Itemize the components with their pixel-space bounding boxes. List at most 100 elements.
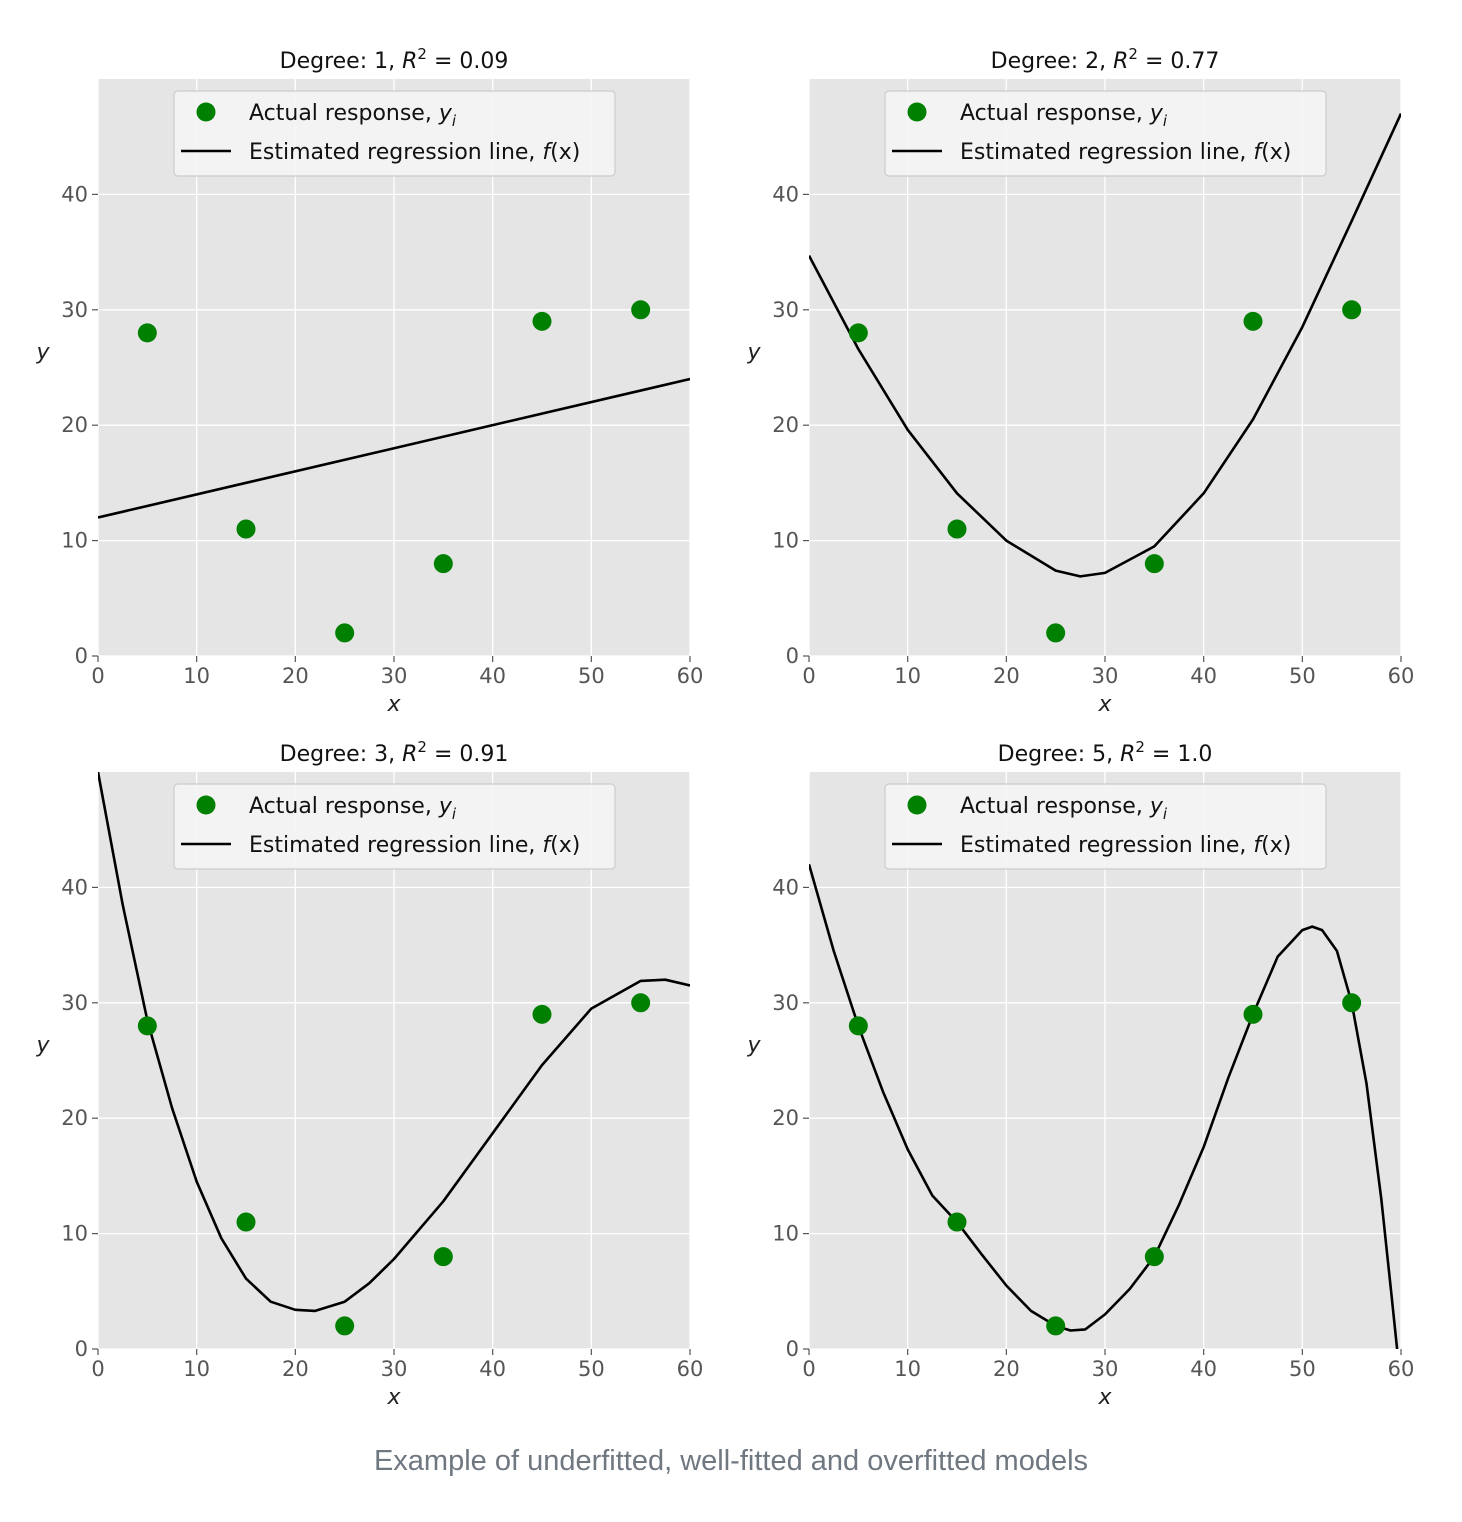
y-tick-label: 20 <box>61 1106 88 1130</box>
data-point <box>848 1016 868 1036</box>
x-tick-label: 40 <box>479 1357 506 1381</box>
y-tick-label: 0 <box>75 1337 88 1361</box>
legend-entry-regression: Estimated regression line, f(x) <box>960 833 1291 858</box>
y-tick-label: 40 <box>61 182 88 206</box>
y-tick-label: 20 <box>772 413 799 437</box>
legend-marker-points <box>196 795 216 815</box>
legend-actual-var: y <box>1149 794 1164 819</box>
legend-actual-sub: i <box>1163 805 1168 823</box>
legend-line-arg: (x) <box>1261 833 1291 858</box>
legend-entry-actual: Actual response, yi <box>249 101 457 130</box>
x-tick-label: 40 <box>479 664 506 688</box>
data-point <box>947 1212 967 1232</box>
legend-marker-points <box>196 102 216 122</box>
chart-panel-2: 0 10 20 30 40 50 60 0 10 20 30 40 x y Degree: 2, R2 = … <box>746 45 1414 717</box>
data-point <box>335 1316 355 1336</box>
x-tick-label: 0 <box>802 664 815 688</box>
data-point <box>631 993 651 1013</box>
x-tick-label: 50 <box>578 664 605 688</box>
data-point <box>631 300 651 320</box>
y-tick-label: 40 <box>772 875 799 899</box>
legend-entry-actual: Actual response, yi <box>960 101 1168 130</box>
x-tick-label: 60 <box>677 1357 704 1381</box>
data-point <box>236 1212 256 1232</box>
data-point <box>433 554 453 574</box>
legend-actual-prefix: Actual response, <box>960 794 1150 819</box>
y-tick-label: 20 <box>772 1106 799 1130</box>
legend-entry-actual: Actual response, yi <box>249 794 457 823</box>
y-tick-label: 30 <box>61 991 88 1015</box>
data-point <box>1342 993 1362 1013</box>
chart-title-prefix: Degree: 2, <box>991 49 1113 74</box>
legend-line-prefix: Estimated regression line, <box>249 140 542 165</box>
legend-actual-var: y <box>438 794 453 819</box>
x-tick-label: 0 <box>91 1357 104 1381</box>
x-tick-label: 10 <box>894 664 921 688</box>
y-tick-label: 10 <box>61 529 88 553</box>
y-axis-label: y <box>35 340 50 365</box>
x-axis-label: x <box>1097 692 1112 717</box>
legend-line-prefix: Estimated regression line, <box>960 833 1253 858</box>
chart-title-r: R <box>402 742 417 767</box>
data-point <box>137 1016 157 1036</box>
chart-title-prefix: Degree: 1, <box>280 49 402 74</box>
chart-title: Degree: 1, R2 = 0.09 <box>280 45 509 74</box>
chart-title-prefix: Degree: 3, <box>280 742 402 767</box>
legend-line-arg: (x) <box>1261 140 1291 165</box>
legend-box <box>884 783 1327 870</box>
legend-actual-prefix: Actual response, <box>249 101 439 126</box>
data-point <box>848 323 868 343</box>
y-tick-label: 10 <box>772 529 799 553</box>
chart-panel-1: 0 10 20 30 40 50 60 0 10 20 30 40 x y Degree: 1, R2 = … <box>35 45 703 717</box>
data-point <box>1144 554 1164 574</box>
x-tick-label: 30 <box>381 664 408 688</box>
x-tick-label: 20 <box>282 1357 309 1381</box>
regression-line <box>809 863 1399 1349</box>
chart-title-value: = 0.77 <box>1138 49 1219 74</box>
y-tick-label: 0 <box>75 644 88 668</box>
x-tick-label: 30 <box>381 1357 408 1381</box>
data-point <box>1243 311 1263 331</box>
x-tick-label: 40 <box>1190 664 1217 688</box>
y-tick-label: 10 <box>772 1222 799 1246</box>
y-axis-label: y <box>35 1033 50 1058</box>
data-point <box>532 1004 552 1024</box>
x-tick-label: 60 <box>1388 1357 1415 1381</box>
y-axis-label: y <box>746 340 761 365</box>
legend-box <box>884 90 1327 177</box>
chart-title-r: R <box>402 49 417 74</box>
x-tick-label: 20 <box>282 664 309 688</box>
data-point <box>1342 300 1362 320</box>
legend-actual-var: y <box>438 101 453 126</box>
data-point <box>236 519 256 539</box>
x-tick-label: 50 <box>1289 664 1316 688</box>
y-tick-label: 30 <box>772 298 799 322</box>
chart-panel-4: 0 10 20 30 40 50 60 0 10 20 30 40 x y Degree: 5, R2 = … <box>746 738 1414 1410</box>
chart-title-r: R <box>1113 49 1128 74</box>
data-point <box>137 323 157 343</box>
chart-title: Degree: 5, R2 = 1.0 <box>998 738 1213 767</box>
legend-actual-prefix: Actual response, <box>960 101 1150 126</box>
legend-line-f: f <box>1253 140 1264 165</box>
legend-line-f: f <box>542 833 553 858</box>
chart-title-sup: 2 <box>1135 738 1145 756</box>
x-tick-label: 50 <box>1289 1357 1316 1381</box>
data-point <box>335 623 355 643</box>
legend-entry-regression: Estimated regression line, f(x) <box>249 140 580 165</box>
chart-title-sup: 2 <box>1128 45 1138 63</box>
x-tick-label: 10 <box>183 664 210 688</box>
legend-entry-actual: Actual response, yi <box>960 794 1168 823</box>
data-point <box>947 519 967 539</box>
legend-line-prefix: Estimated regression line, <box>249 833 542 858</box>
data-point <box>1046 1316 1066 1336</box>
x-tick-label: 0 <box>91 664 104 688</box>
x-axis-label: x <box>1097 1385 1112 1410</box>
legend-line-f: f <box>542 140 553 165</box>
legend-box <box>173 783 616 870</box>
data-point <box>1243 1004 1263 1024</box>
x-tick-label: 60 <box>1388 664 1415 688</box>
legend-entry-regression: Estimated regression line, f(x) <box>960 140 1291 165</box>
legend-marker-points <box>907 795 927 815</box>
legend-line-arg: (x) <box>550 833 580 858</box>
x-axis-label: x <box>386 692 401 717</box>
